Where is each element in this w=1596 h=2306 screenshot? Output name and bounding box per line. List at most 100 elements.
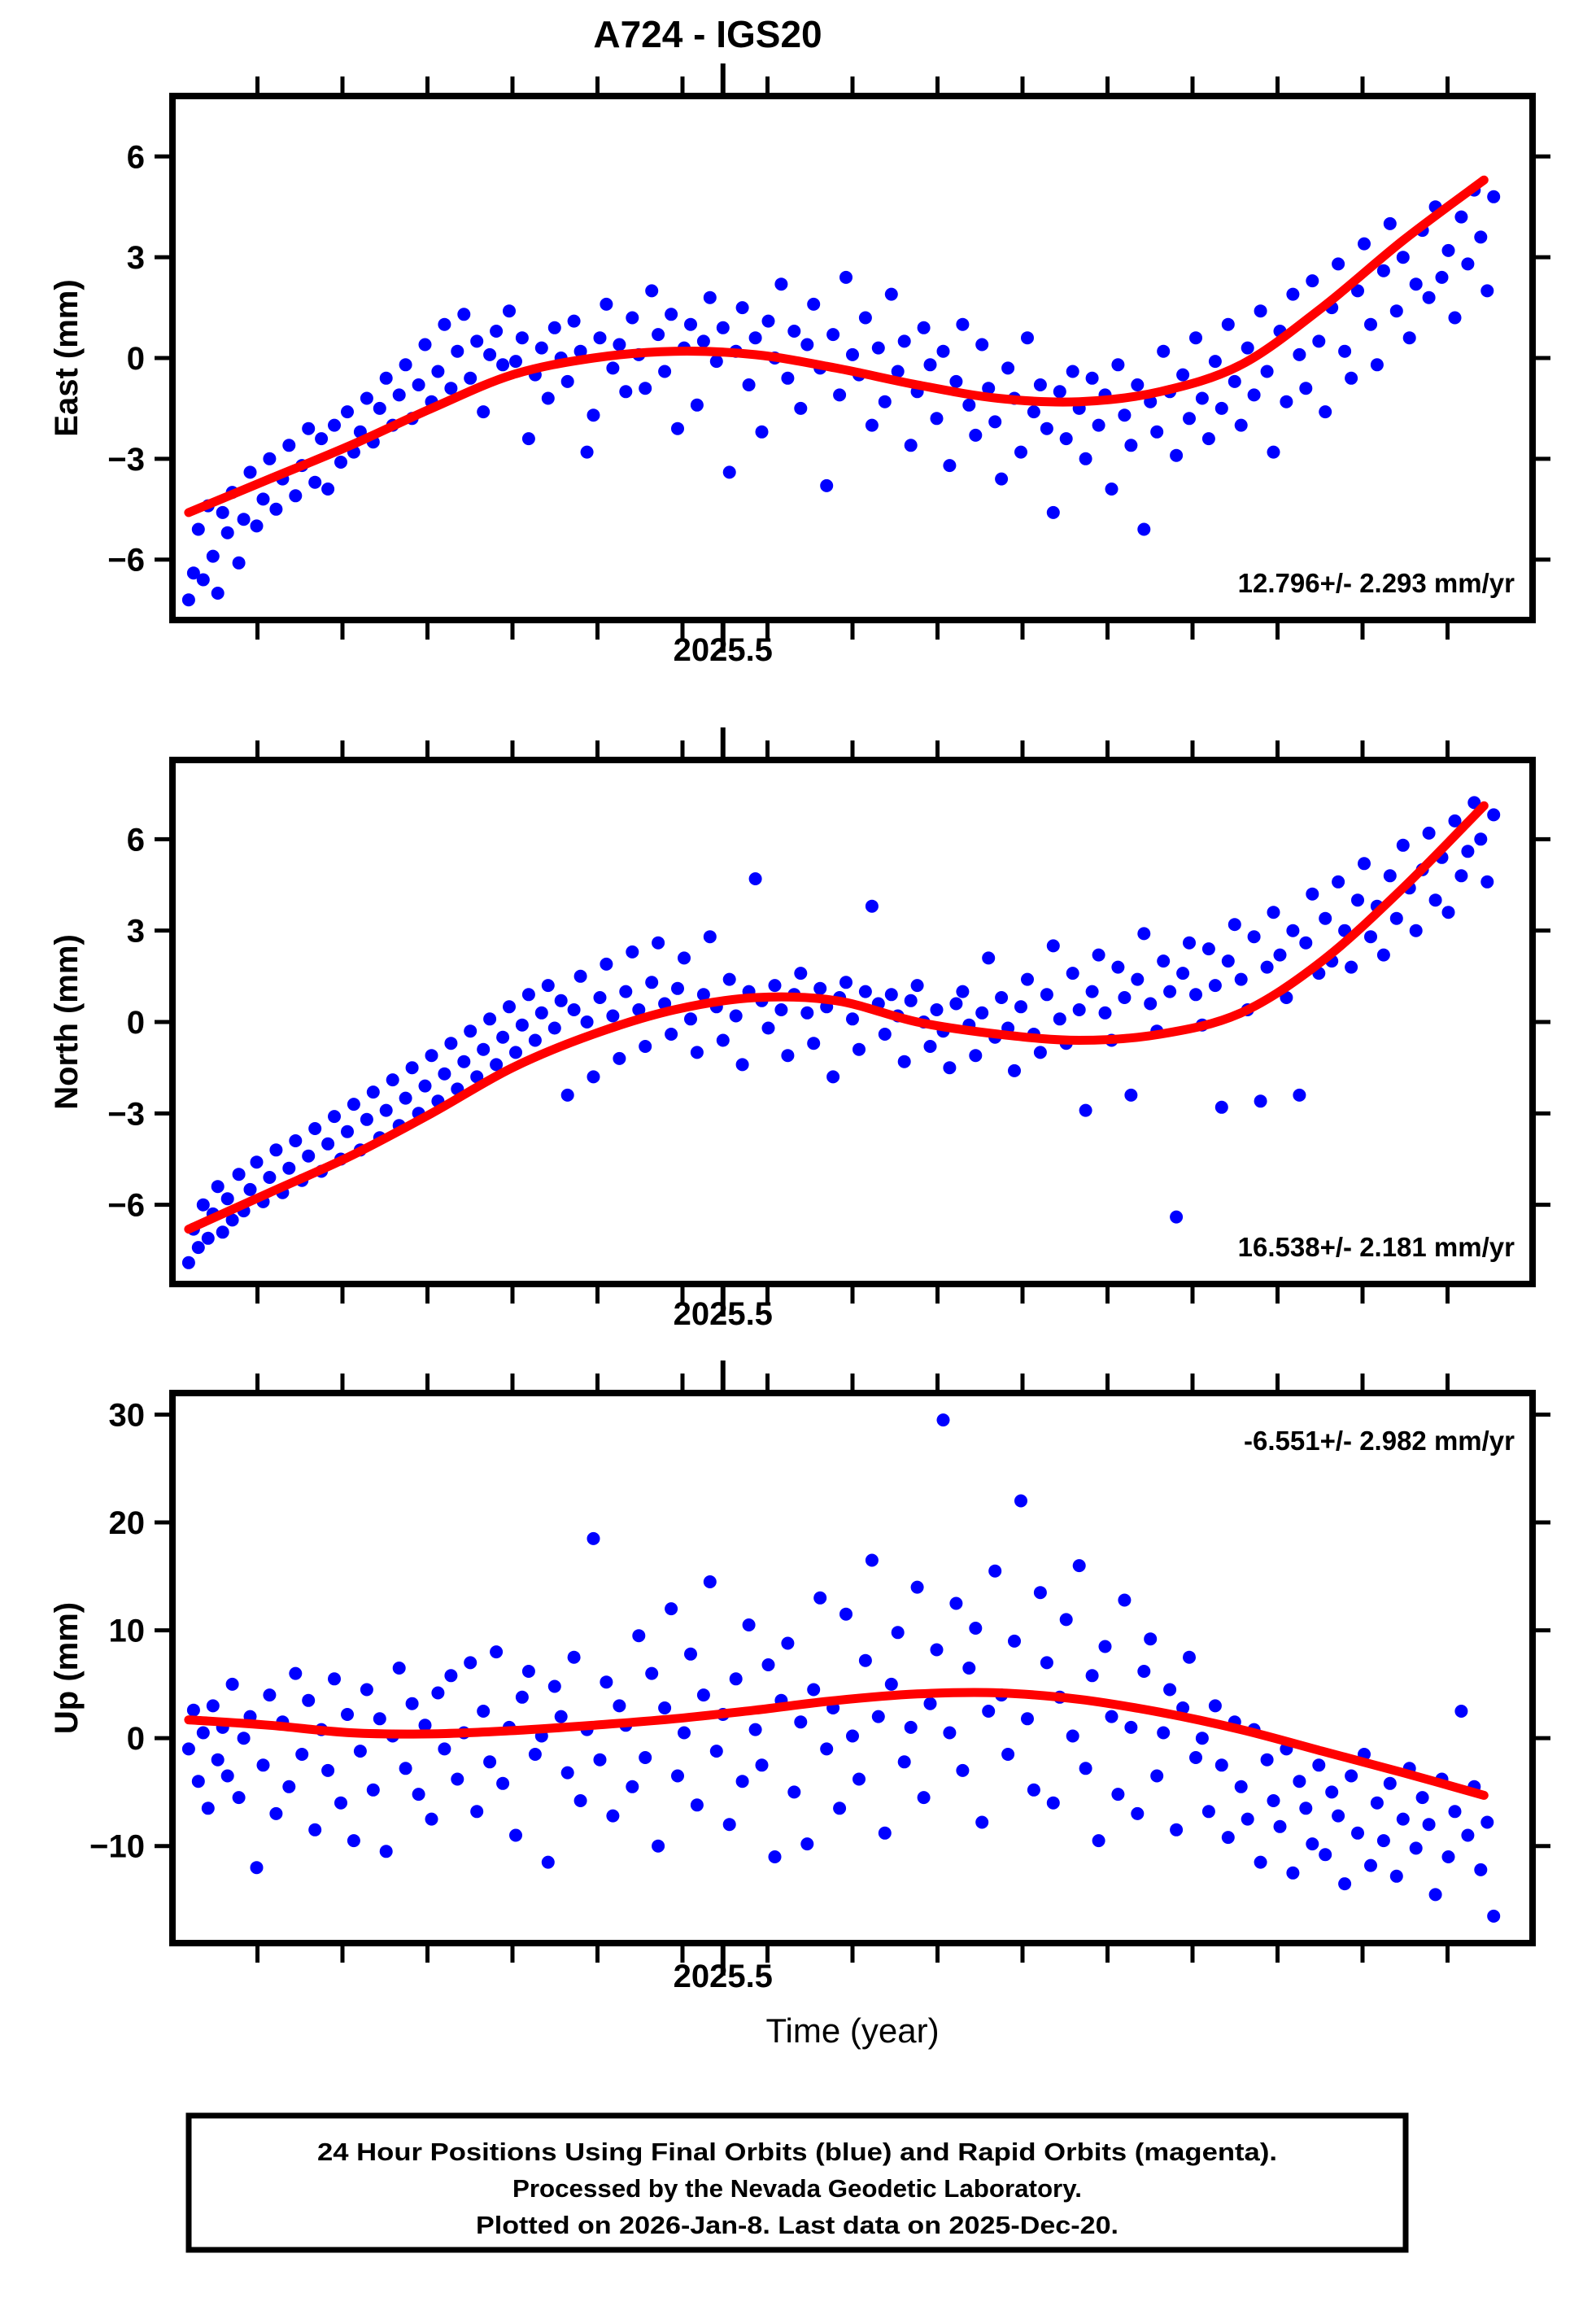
- data-point: [547, 1021, 561, 1035]
- x-tick-label: 2025.5: [674, 1959, 773, 1994]
- data-point: [593, 331, 607, 345]
- data-point: [1312, 1758, 1326, 1772]
- data-point: [360, 1683, 373, 1697]
- data-point: [1461, 845, 1475, 858]
- data-point: [256, 1758, 270, 1772]
- data-point: [846, 1729, 859, 1743]
- data-point: [191, 1775, 205, 1788]
- data-point: [1286, 1866, 1300, 1880]
- data-point: [1214, 1758, 1228, 1772]
- data-point: [1254, 1094, 1267, 1108]
- data-point: [1137, 522, 1151, 536]
- data-point: [438, 1067, 451, 1081]
- data-point: [1306, 1837, 1319, 1851]
- data-point: [1228, 374, 1241, 388]
- data-point: [891, 1626, 905, 1640]
- data-point: [237, 1732, 251, 1745]
- data-point: [1118, 408, 1132, 422]
- data-point: [1234, 1780, 1248, 1793]
- data-point: [748, 872, 762, 885]
- data-point: [1098, 1006, 1112, 1020]
- data-point: [347, 1098, 360, 1112]
- data-point: [360, 391, 373, 405]
- data-point: [904, 1720, 918, 1734]
- data-point: [735, 1058, 749, 1072]
- data-point: [1092, 418, 1105, 432]
- data-point: [470, 334, 484, 348]
- data-point: [949, 1596, 963, 1610]
- data-point: [1033, 1046, 1047, 1059]
- data-point: [444, 382, 458, 395]
- data-point: [282, 1161, 296, 1175]
- data-point: [632, 1629, 646, 1643]
- data-point: [1001, 1748, 1015, 1761]
- data-point: [1176, 368, 1190, 382]
- y-tick-label: 10: [109, 1614, 146, 1649]
- data-point: [289, 1666, 303, 1680]
- data-point: [360, 1112, 373, 1126]
- data-point: [302, 1693, 316, 1707]
- data-point: [684, 1012, 697, 1026]
- data-point: [678, 951, 691, 965]
- data-point: [943, 459, 957, 473]
- data-point: [1376, 948, 1390, 962]
- data-point: [547, 321, 561, 334]
- data-point: [1221, 317, 1235, 331]
- data-point: [1157, 344, 1171, 358]
- data-point: [1072, 1003, 1086, 1016]
- data-point: [328, 1110, 341, 1124]
- data-point: [975, 1815, 989, 1829]
- data-point: [1201, 942, 1215, 956]
- data-point: [1079, 452, 1092, 465]
- data-point: [761, 314, 775, 328]
- data-point: [645, 976, 659, 989]
- data-point: [1046, 1796, 1060, 1810]
- data-point: [988, 1564, 1002, 1578]
- data-point: [956, 1763, 970, 1777]
- data-point: [308, 1823, 322, 1837]
- data-point: [1079, 1103, 1092, 1117]
- data-point: [1066, 365, 1079, 378]
- data-point: [220, 1769, 234, 1783]
- data-point: [521, 1665, 535, 1678]
- data-point: [658, 1701, 672, 1714]
- data-point: [1415, 1791, 1429, 1805]
- data-point: [216, 505, 229, 519]
- data-point: [807, 1683, 821, 1697]
- data-point: [632, 1003, 646, 1016]
- data-point: [826, 1070, 840, 1084]
- x-tick-label: 2025.5: [674, 1296, 773, 1332]
- data-point: [1448, 1805, 1462, 1819]
- data-point: [871, 341, 885, 355]
- data-point: [1364, 1858, 1377, 1872]
- data-point: [1131, 1806, 1145, 1820]
- data-point: [1351, 893, 1364, 907]
- data-point: [833, 1802, 847, 1815]
- data-point: [865, 899, 879, 913]
- data-point: [1351, 1826, 1364, 1840]
- data-point: [181, 1256, 195, 1269]
- panel-up: 30 20 10 0 −10 2025.5 Up (mm) -6.551+/- 2.982 m…: [49, 1360, 1550, 1994]
- data-point: [1293, 1775, 1306, 1788]
- data-point: [1085, 371, 1099, 385]
- data-point: [321, 1763, 335, 1777]
- data-point: [521, 988, 535, 1002]
- data-point: [1454, 210, 1468, 224]
- data-point: [431, 1686, 445, 1700]
- data-point: [1092, 1834, 1105, 1848]
- data-point: [515, 1690, 529, 1704]
- data-point: [477, 1705, 491, 1718]
- data-point: [1448, 311, 1462, 325]
- data-point: [282, 439, 296, 452]
- data-point: [366, 1783, 380, 1797]
- data-point: [1105, 483, 1119, 496]
- data-point: [1474, 230, 1488, 244]
- data-point: [794, 401, 808, 415]
- data-point: [211, 587, 225, 600]
- data-point: [392, 388, 406, 402]
- y-tick-label: −10: [89, 1829, 145, 1865]
- page-title: A724 - IGS20: [593, 13, 822, 55]
- data-point: [1131, 972, 1145, 986]
